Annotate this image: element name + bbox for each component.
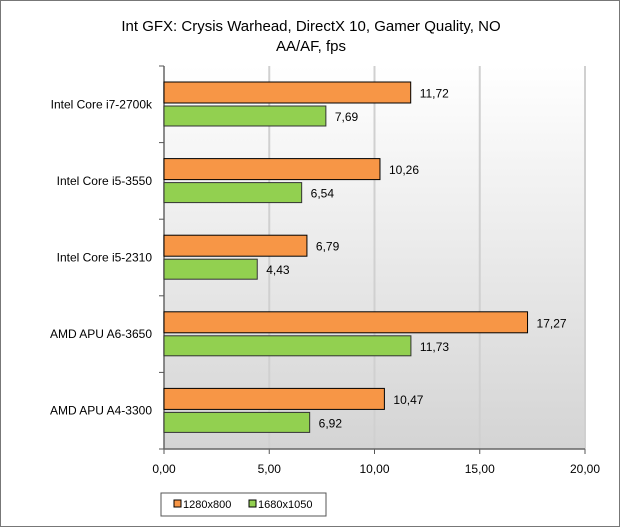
bar-1280x800 [163, 387, 385, 410]
x-tick-label: 15,00 [465, 462, 495, 476]
data-label: 10,47 [393, 393, 423, 407]
chart-title-line-2: AA/AF, fps [276, 38, 346, 55]
legend-swatch-1280x800 [173, 499, 182, 508]
data-label: 4,43 [266, 263, 290, 277]
bar-1280x800 [163, 311, 529, 334]
x-tick-label: 10,00 [359, 462, 389, 476]
category-label: AMD APU A4-3300 [50, 404, 152, 418]
legend: 1280x800 1680x1050 [160, 492, 327, 517]
x-tick-label: 5,00 [258, 462, 282, 476]
bar-1280x800 [163, 158, 381, 181]
category-label: Intel Core i5-2310 [57, 251, 153, 265]
data-label: 11,72 [420, 87, 449, 101]
data-label: 10,26 [389, 163, 419, 177]
bar-1680x1050 [163, 335, 412, 357]
bar-1280x800 [163, 234, 308, 257]
bar-1680x1050 [163, 105, 327, 127]
category-label: AMD APU A6-3650 [50, 327, 152, 341]
bar-1680x1050 [163, 258, 258, 280]
bar-1680x1050 [163, 411, 311, 433]
x-tick-label: 0,00 [152, 462, 176, 476]
data-label: 17,27 [537, 316, 567, 330]
x-tick-label: 20,00 [570, 462, 600, 476]
legend-label-1280x800: 1280x800 [183, 499, 231, 511]
category-label: Intel Core i5-3550 [57, 174, 153, 188]
chart-title-line-1: Int GFX: Crysis Warhead, DirectX 10, Gam… [121, 18, 500, 35]
bar-1280x800 [163, 81, 412, 104]
legend-swatch-1680x1050 [248, 499, 257, 508]
legend-label-1680x1050: 1680x1050 [258, 499, 312, 511]
data-label: 6,54 [311, 187, 335, 201]
category-label: Intel Core i7-2700k [51, 97, 153, 111]
bar-1680x1050 [163, 182, 303, 204]
data-label: 6,92 [319, 416, 343, 430]
data-label: 7,69 [335, 110, 359, 124]
data-label: 11,73 [420, 340, 449, 354]
data-label: 6,79 [316, 240, 340, 254]
